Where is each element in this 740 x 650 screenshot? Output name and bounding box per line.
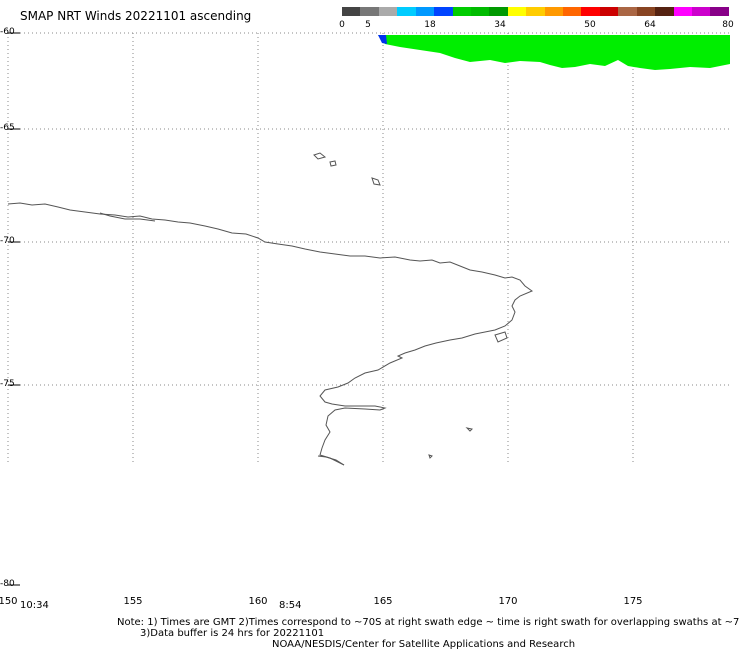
colorbar-segment: [710, 7, 729, 16]
latitude-label: -65: [0, 123, 15, 133]
longitude-label: 160: [248, 596, 268, 607]
colorbar-segment: [507, 7, 527, 16]
longitude-label: 175: [623, 596, 643, 607]
colorbar-segment: [378, 7, 398, 16]
colorbar-segment: [452, 7, 471, 16]
colorbar-segment: [360, 7, 379, 16]
time-label-left: 10:34: [20, 600, 49, 611]
colorbar-segment: [673, 7, 693, 16]
colorbar-segment: [618, 7, 637, 16]
time-label-middle: 8:54: [279, 600, 302, 611]
colorbar-segment: [563, 7, 582, 16]
footnote-line-1: Note: 1) Times are GMT 2)Times correspon…: [117, 617, 740, 628]
colorbar-segment: [599, 7, 619, 16]
colorbar-segment: [342, 7, 361, 16]
longitude-label: 155: [123, 596, 143, 607]
colorbar-segment: [489, 7, 508, 16]
colorbar-segment: [415, 7, 435, 16]
latitude-label: -80: [0, 579, 15, 589]
longitude-label: 150: [0, 596, 18, 607]
colorbar-segment: [397, 7, 416, 16]
colorbar-tick-label: 5: [365, 20, 371, 30]
footnote-line-2: 3)Data buffer is 24 hrs for 20221101: [140, 628, 325, 639]
wind-speed-colorbar: [342, 7, 729, 16]
latitude-label: -60: [0, 27, 15, 37]
colorbar-segment: [692, 7, 711, 16]
map-title: SMAP NRT Winds 20221101 ascending: [20, 9, 252, 23]
colorbar-segment: [470, 7, 490, 16]
colorbar-tick-label: 50: [584, 20, 596, 30]
colorbar-segment: [544, 7, 564, 16]
colorbar-tick-label: 64: [644, 20, 656, 30]
colorbar-tick-label: 80: [722, 20, 734, 30]
graticule: [7, 32, 732, 586]
latitude-label: -70: [0, 236, 15, 246]
longitude-label: 165: [373, 596, 393, 607]
wind-swath: [378, 35, 730, 70]
colorbar-segment: [655, 7, 674, 16]
colorbar-tick-label: 18: [424, 20, 436, 30]
colorbar-tick-label: 0: [339, 20, 345, 30]
wind-swath-edge-blue: [378, 35, 387, 44]
colorbar-segment: [636, 7, 656, 16]
footnote-credit: NOAA/NESDIS/Center for Satellite Applica…: [272, 639, 576, 650]
colorbar-segment: [581, 7, 600, 16]
colorbar-segment: [434, 7, 453, 16]
colorbar-segment: [526, 7, 545, 16]
coastline: [7, 152, 534, 466]
latitude-label: -75: [0, 379, 15, 389]
colorbar-tick-label: 34: [494, 20, 506, 30]
longitude-label: 170: [498, 596, 518, 607]
